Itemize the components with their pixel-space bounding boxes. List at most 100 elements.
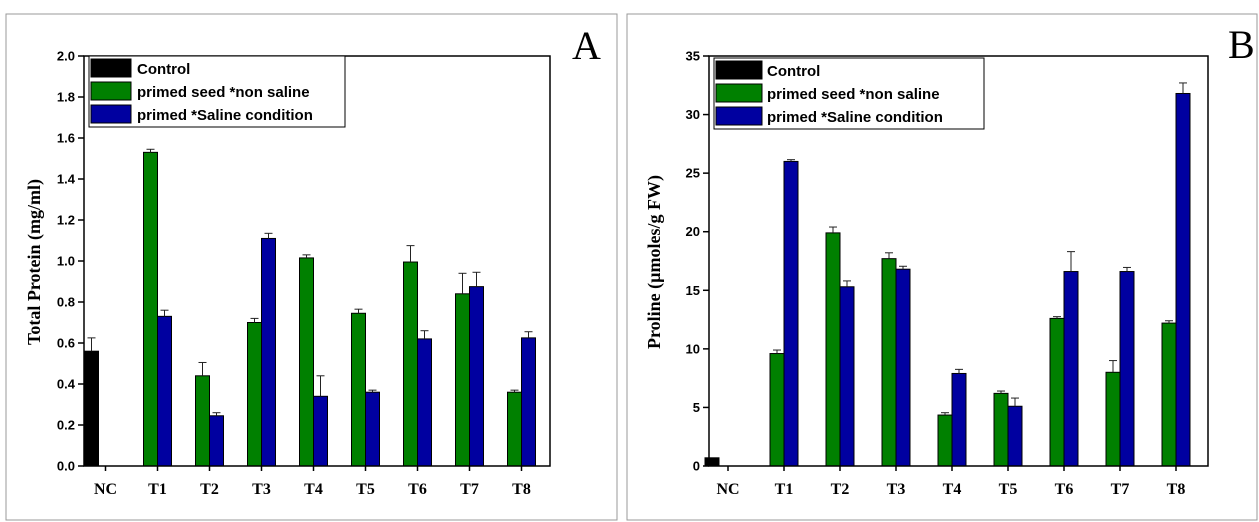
x-tick-label: T8: [512, 481, 531, 498]
x-tick-label: T4: [943, 481, 962, 498]
bar: [84, 350, 99, 467]
x-tick-label: T1: [775, 481, 794, 498]
bar: [209, 415, 224, 467]
legend: Control primed seed *non saline primed *…: [88, 55, 346, 128]
legend-swatch-2: [715, 106, 763, 126]
y-tick-label: 2.0: [57, 49, 75, 64]
x-tick-label: T1: [148, 481, 167, 498]
y-tick-label: 1.6: [57, 131, 75, 146]
y-tick-label: 1.4: [57, 172, 76, 187]
legend-label-2: primed *Saline condition: [137, 107, 313, 124]
legend-label-1: primed seed *non saline: [137, 84, 310, 101]
plot-frame: [708, 55, 1209, 467]
y-axis-label: Total Protein (mg/ml): [24, 179, 45, 345]
legend-swatch-1: [715, 83, 763, 103]
x-tick-label: T5: [356, 481, 375, 498]
x-tick-label: T6: [408, 481, 427, 498]
bar: [783, 160, 799, 467]
legend-label-0: Control: [137, 61, 190, 78]
x-tick-label: T3: [887, 481, 906, 498]
panel-label: B: [1228, 22, 1255, 67]
legend-swatch-1: [90, 81, 132, 101]
x-tick-label: T4: [304, 481, 323, 498]
bar: [1063, 271, 1079, 467]
y-tick-label: 10: [686, 341, 700, 356]
x-tick-label: T3: [252, 481, 271, 498]
legend: Control primed seed *non saline primed *…: [713, 57, 985, 130]
y-tick-label: 1.2: [57, 213, 75, 228]
y-tick-label: 1.8: [57, 90, 75, 105]
legend-frame: [88, 55, 346, 128]
bar: [313, 395, 328, 467]
bar: [769, 353, 785, 467]
y-tick-label: 0.0: [57, 459, 75, 474]
y-tick-label: 35: [686, 49, 700, 64]
y-tick-label: 25: [686, 166, 700, 181]
bars-group: [84, 151, 536, 467]
x-tick-label: T7: [1111, 481, 1130, 498]
bar: [881, 258, 897, 467]
bar: [507, 391, 522, 467]
x-tick-label: T5: [999, 481, 1018, 498]
x-ticks-group: NC T1 T2 T3 T4 T5 T6 T7 T8: [716, 466, 1185, 498]
bar: [469, 286, 484, 467]
y-tick-label: 0.6: [57, 336, 75, 351]
error-bars-group: [87, 148, 533, 416]
legend-swatch-0: [90, 58, 132, 78]
bar: [1007, 405, 1023, 467]
chart-total-protein: 0.0 0.2 0.4 0.6 0.8 1.0 1.2 1.4 1.6 1.8 2.0 NC T1 T2…: [24, 23, 601, 498]
y-tick-label: 20: [686, 224, 700, 239]
error-bars-group: [773, 82, 1187, 416]
legend-label-2: primed *Saline condition: [767, 109, 943, 126]
bar: [261, 237, 276, 467]
panel-b-frame: [626, 13, 1258, 521]
bar: [895, 268, 911, 467]
bar: [299, 257, 314, 467]
legend-swatch-2: [90, 104, 132, 124]
x-tick-label: T8: [1167, 481, 1186, 498]
x-tick-label: T7: [460, 481, 479, 498]
x-tick-label: T2: [200, 481, 219, 498]
bar: [1049, 317, 1065, 467]
bar: [1161, 322, 1177, 467]
x-tick-label: NC: [94, 481, 117, 498]
y-tick-label: 1.0: [57, 254, 75, 269]
bar: [993, 392, 1009, 467]
bars-group: [704, 92, 1191, 467]
x-tick-label: T2: [831, 481, 850, 498]
bar: [455, 293, 470, 467]
y-tick-label: 0.4: [57, 377, 76, 392]
x-ticks-group: NC T1 T2 T3 T4 T5 T6 T7 T8: [94, 466, 531, 498]
bar: [521, 337, 536, 467]
panel-a-frame: [5, 13, 618, 521]
legend-swatch-0: [715, 60, 763, 80]
bar: [195, 375, 210, 467]
y-tick-label: 15: [686, 283, 700, 298]
x-tick-label: T6: [1055, 481, 1074, 498]
bar: [157, 315, 172, 467]
bar: [143, 151, 158, 467]
bar: [247, 322, 262, 467]
x-tick-label: NC: [716, 481, 739, 498]
bar: [365, 391, 380, 467]
bar: [1175, 92, 1191, 467]
y-ticks-group: 0.0 0.2 0.4 0.6 0.8 1.0 1.2 1.4 1.6 1.8 2.0: [57, 49, 84, 474]
bar: [403, 261, 418, 467]
y-axis-label: Proline (µmoles/g FW): [644, 175, 665, 349]
bar: [417, 338, 432, 467]
bar: [937, 414, 953, 467]
y-tick-label: 30: [686, 107, 700, 122]
bar: [1119, 271, 1135, 467]
panel-label: A: [572, 23, 601, 68]
legend-label-0: Control: [767, 63, 820, 80]
y-tick-label: 0: [693, 459, 700, 474]
bar: [839, 286, 855, 467]
bar: [951, 372, 967, 467]
y-tick-label: 5: [693, 400, 700, 415]
chart-proline: 0 5 10 15 20 25 30 35 NC T1 T2 T3 T4 T5 T6 T7 T8 Prolin…: [644, 22, 1255, 498]
legend-label-1: primed seed *non saline: [767, 86, 940, 103]
bar: [1105, 371, 1121, 467]
bar: [825, 232, 841, 467]
y-ticks-group: 0 5 10 15 20 25 30 35: [686, 49, 709, 474]
